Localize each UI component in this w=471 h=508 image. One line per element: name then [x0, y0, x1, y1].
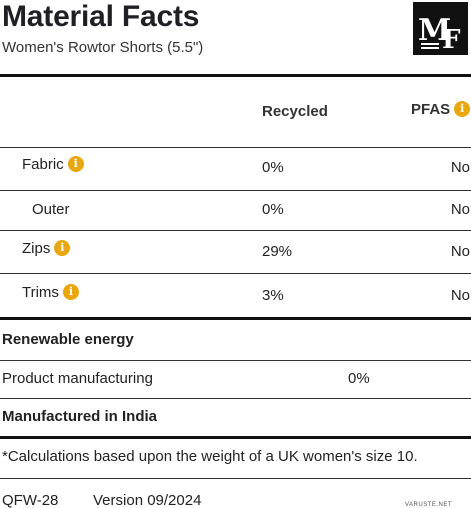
- footer-divider: [0, 478, 471, 479]
- product-manufacturing-value: 0%: [348, 370, 370, 387]
- section-divider: [0, 436, 471, 439]
- row-label: Zips: [22, 240, 51, 257]
- product-code: QFW-28: [2, 492, 59, 508]
- table-row-label-fabric: Fabric i: [22, 156, 84, 173]
- row-divider: [0, 147, 471, 148]
- page-title: Material Facts: [2, 0, 200, 33]
- info-icon[interactable]: i: [54, 240, 71, 256]
- recycled-value: 0%: [262, 201, 284, 218]
- table-row-label-trims: Trims i: [22, 284, 79, 301]
- column-header-pfas-label: PFAS: [411, 101, 451, 118]
- watermark: VARUSTE.NET: [405, 502, 453, 508]
- column-header-recycled: Recycled: [262, 103, 328, 120]
- version-label: Version 09/2024: [93, 492, 202, 508]
- row-divider: [0, 273, 471, 274]
- row-divider: [0, 230, 471, 231]
- recycled-value: 3%: [262, 287, 284, 304]
- row-divider: [0, 360, 471, 361]
- pfas-value: No: [450, 159, 470, 176]
- renewable-energy-heading: Renewable energy: [2, 331, 134, 348]
- recycled-value: 0%: [262, 159, 284, 176]
- row-label: Fabric: [22, 156, 64, 173]
- mf-monogram-logo: M F: [413, 2, 468, 55]
- pfas-value: No: [450, 201, 470, 218]
- row-divider: [0, 190, 471, 191]
- recycled-value: 29%: [262, 243, 293, 260]
- section-divider: [0, 317, 471, 320]
- product-manufacturing-label: Product manufacturing: [2, 370, 153, 387]
- info-icon[interactable]: i: [454, 101, 471, 117]
- footnote: *Calculations based upon the weight of a…: [2, 448, 418, 465]
- svg-text:F: F: [442, 25, 461, 55]
- row-label: Trims: [22, 284, 59, 301]
- product-subtitle: Women's Rowtor Shorts (5.5"): [2, 39, 204, 56]
- header-divider: [0, 74, 471, 77]
- svg-text:M: M: [418, 13, 451, 48]
- table-row-label-outer: Outer: [32, 201, 70, 218]
- table-row-label-zips: Zips i: [22, 240, 71, 257]
- info-icon[interactable]: i: [67, 156, 84, 172]
- info-icon[interactable]: i: [62, 284, 79, 300]
- pfas-value: No: [450, 243, 470, 260]
- row-divider: [0, 398, 471, 399]
- manufactured-in-label: Manufactured in India: [2, 408, 158, 425]
- pfas-value: No: [450, 287, 470, 304]
- column-header-pfas: PFAS i: [411, 101, 471, 118]
